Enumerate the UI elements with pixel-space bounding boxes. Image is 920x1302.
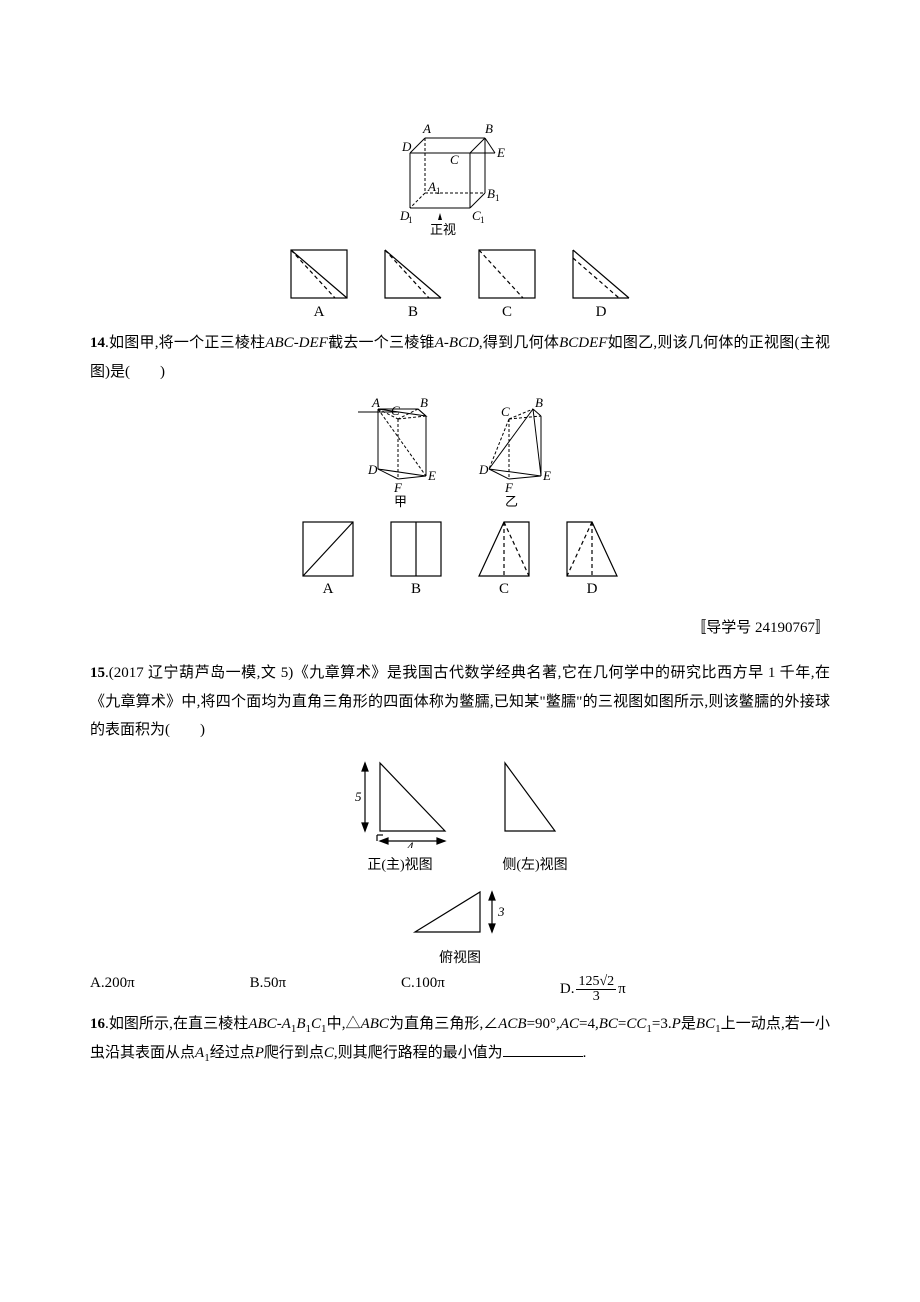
cube-diagram-svg: A B C D E A1 B1 C1 D1 正视 [390, 108, 530, 238]
svg-text:E: E [542, 468, 551, 483]
choice-c-svg [475, 246, 539, 304]
q15-side-view [495, 753, 575, 848]
choice-a-svg [287, 246, 351, 304]
q14-num: 14 [90, 335, 105, 351]
svg-text:C: C [391, 403, 400, 418]
q14-choice-b [386, 517, 446, 581]
q15-num: 15 [90, 665, 105, 681]
q16-blank [503, 1043, 583, 1057]
q14-left-caption: 甲 [394, 494, 407, 509]
svg-text:B: B [420, 395, 428, 410]
q15-front-view: 5 4 [345, 753, 455, 848]
q16-num: 16 [90, 1016, 105, 1032]
q14-right-caption: 乙 [505, 494, 518, 509]
q15-dim-5: 5 [355, 789, 362, 804]
q14-choice-d [562, 517, 622, 581]
svg-text:E: E [427, 468, 436, 483]
q14-right-prism: B C D E F 乙 [473, 394, 563, 509]
q16-text: 16.如图所示,在直三棱柱ABC-A1B1C1中,△ABC为直角三角形,∠ACB… [90, 1010, 830, 1070]
q15-top-view: 3 [400, 882, 520, 947]
svg-text:A: A [371, 395, 380, 410]
q14-choices: A B C [90, 517, 830, 598]
front-view-caption: 正视 [430, 222, 456, 237]
q14-text: 14.如图甲,将一个正三棱柱ABC-DEF截去一个三棱锥A-BCD,得到几何体B… [90, 329, 830, 386]
svg-text:1: 1 [480, 215, 485, 225]
q15-views-row2: 3 俯视图 [90, 882, 830, 967]
choice-d-label: D [569, 304, 633, 321]
svg-text:D: D [367, 462, 378, 477]
svg-text:1: 1 [408, 215, 413, 225]
q15-top-caption: 俯视图 [400, 947, 520, 967]
svg-text:D: D [401, 139, 412, 154]
q14-choice-c [474, 517, 534, 581]
choice-b-svg [381, 246, 445, 304]
q15-front-caption: 正(主)视图 [345, 854, 455, 874]
q15-dim-4: 4 [407, 839, 414, 848]
choice-a-label: A [287, 304, 351, 321]
q14-reference: 〚导学号 24190767〛 [90, 616, 830, 637]
svg-text:C: C [501, 404, 510, 419]
q15-text: 15.(2017 辽宁葫芦岛一模,文 5)《九章算术》是我国古代数学经典名著,它… [90, 659, 830, 745]
choice-c-label: C [475, 304, 539, 321]
svg-text:1: 1 [436, 186, 441, 196]
q14-diagram: A B C D E F 甲 [90, 394, 830, 509]
q15-views-row1: 5 4 正(主)视图 侧(左)视图 [90, 753, 830, 874]
svg-text:A: A [422, 121, 431, 136]
choice-d-svg [569, 246, 633, 304]
fig13-choices: A B C [90, 246, 830, 321]
svg-text:B: B [487, 186, 495, 201]
q14-left-prism: A B C D E F 甲 [358, 394, 448, 509]
svg-text:B: B [485, 121, 493, 136]
svg-text:F: F [504, 480, 514, 495]
q15-dim-3: 3 [497, 904, 505, 919]
svg-text:F: F [393, 480, 403, 495]
q15-options: A.200π B.50π C.100π D.125√23π [90, 975, 830, 1004]
svg-text:D: D [478, 462, 489, 477]
svg-text:E: E [496, 145, 505, 160]
fig13-top-diagram: A B C D E A1 B1 C1 D1 正视 [90, 108, 830, 238]
choice-b-label: B [381, 304, 445, 321]
svg-text:1: 1 [495, 193, 500, 203]
svg-text:C: C [450, 152, 459, 167]
q14-choice-a [298, 517, 358, 581]
svg-text:B: B [535, 395, 543, 410]
q15-side-caption: 侧(左)视图 [495, 854, 575, 874]
svg-text:A: A [427, 179, 436, 194]
